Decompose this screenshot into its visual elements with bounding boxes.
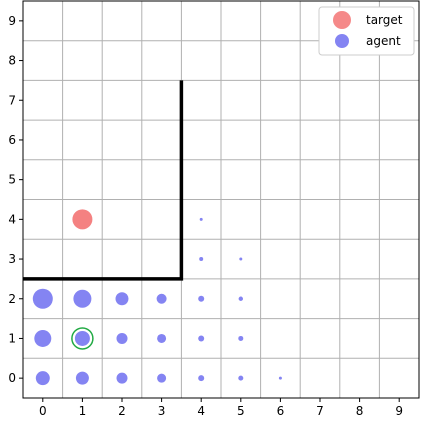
agent-point <box>116 372 128 384</box>
agent-point <box>199 217 203 221</box>
agent-point <box>32 288 53 309</box>
wall-layer <box>23 80 184 281</box>
agent-point <box>157 333 167 343</box>
agent-point <box>75 371 89 385</box>
x-tick-label: 9 <box>395 404 403 418</box>
x-tick-label: 2 <box>118 404 126 418</box>
y-tick-label: 8 <box>8 54 16 68</box>
x-tick-label: 6 <box>277 404 285 418</box>
y-tick-label: 1 <box>8 331 16 345</box>
agent-point <box>157 373 167 383</box>
y-tick-label: 4 <box>8 212 16 226</box>
legend-target-marker <box>333 11 351 29</box>
y-tick-label: 0 <box>8 371 16 385</box>
target-point <box>72 209 93 230</box>
x-tick-label: 5 <box>237 404 245 418</box>
agent-point <box>74 330 90 346</box>
legend: target agent <box>318 6 415 56</box>
legend-agent-label: agent <box>366 34 401 48</box>
x-tick-label: 1 <box>79 404 87 418</box>
points-layer <box>32 217 282 386</box>
x-axis: 0 1 2 3 4 5 6 7 8 9 <box>39 398 403 418</box>
plot-frame <box>22 0 420 399</box>
agent-point <box>238 335 244 341</box>
agent-point <box>116 332 128 344</box>
agent-layer <box>71 327 94 350</box>
agent-point <box>73 289 92 308</box>
agent-point <box>198 335 205 342</box>
agent-point <box>35 371 50 386</box>
y-tick-label: 5 <box>8 173 16 187</box>
y-tick-label: 7 <box>8 93 16 107</box>
x-tick-label: 4 <box>197 404 205 418</box>
target-layer <box>72 209 93 230</box>
grid-lines <box>23 1 419 398</box>
y-tick-label: 9 <box>8 14 16 28</box>
agent-point <box>115 292 129 306</box>
agent-point <box>239 257 243 261</box>
agent-point <box>198 375 205 382</box>
agent-point <box>198 295 205 302</box>
x-tick-label: 0 <box>39 404 47 418</box>
agent-point <box>238 296 243 301</box>
legend-agent-marker <box>335 34 349 48</box>
y-tick-label: 6 <box>8 133 16 147</box>
y-axis: 0 1 2 3 4 5 6 7 8 9 <box>8 14 23 385</box>
agent-point <box>199 257 204 262</box>
agent-point <box>156 293 167 304</box>
x-tick-label: 3 <box>158 404 166 418</box>
agent-position-marker <box>71 327 94 350</box>
y-tick-label: 3 <box>8 252 16 266</box>
wall-line <box>23 80 184 281</box>
legend-target-label: target <box>366 13 403 27</box>
x-tick-label: 8 <box>356 404 364 418</box>
agent-point <box>34 329 52 347</box>
agent-point <box>238 375 244 381</box>
y-tick-label: 2 <box>8 292 16 306</box>
agent-point <box>278 376 282 380</box>
x-tick-label: 7 <box>316 404 324 418</box>
